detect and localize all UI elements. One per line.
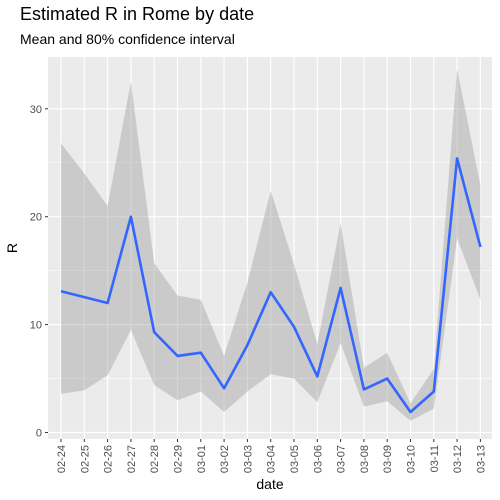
chart-title: Estimated R in Rome by date <box>20 4 255 24</box>
x-tick-label: 03-10 <box>406 445 418 473</box>
x-tick-label: 03-05 <box>289 445 301 473</box>
y-tick-label: 30 <box>30 104 42 116</box>
x-tick-label: 03-09 <box>382 445 394 473</box>
x-tick-label: 03-08 <box>359 445 371 473</box>
x-tick-label: 03-13 <box>475 445 487 473</box>
x-tick-label: 02-28 <box>149 445 161 473</box>
y-axis-title: R <box>4 243 20 253</box>
y-axis: 0 10 20 30 <box>30 104 48 440</box>
y-tick-label: 20 <box>30 212 42 224</box>
x-tick-label: 03-12 <box>452 445 464 473</box>
x-tick-label: 03-11 <box>429 445 441 472</box>
grid <box>48 57 492 439</box>
x-tick-label: 03-07 <box>336 445 348 473</box>
x-tick-label: 02-27 <box>126 445 138 473</box>
x-axis: 02-24 02-25 02-26 02-27 02-28 02-29 03-01 03-02… <box>56 439 487 473</box>
x-tick-label: 02-25 <box>79 445 91 473</box>
x-tick-label: 03-06 <box>312 445 324 473</box>
x-tick-label: 03-04 <box>266 445 278 473</box>
x-tick-label: 03-01 <box>196 445 208 473</box>
confidence-ribbon <box>61 68 481 421</box>
x-tick-label: 02-29 <box>173 445 185 473</box>
x-tick-label: 02-26 <box>103 445 115 473</box>
y-tick-label: 10 <box>30 320 42 332</box>
chart-subtitle: Mean and 80% confidence interval <box>20 31 235 47</box>
x-tick-label: 03-02 <box>219 445 231 473</box>
mean-line <box>60 157 482 414</box>
x-axis-title: date <box>256 476 283 492</box>
x-tick-label: 03-03 <box>242 445 254 473</box>
x-tick-label: 02-24 <box>56 445 68 473</box>
y-tick-label: 0 <box>36 428 42 440</box>
